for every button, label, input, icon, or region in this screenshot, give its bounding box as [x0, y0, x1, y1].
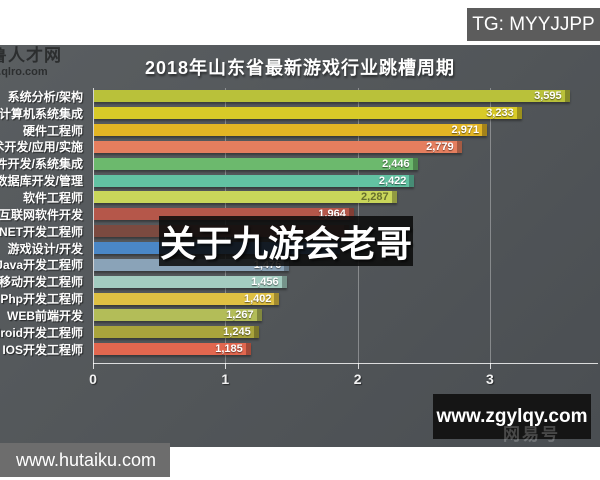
category-label: IOS开发工程师: [2, 342, 83, 357]
bar: 2,971: [94, 124, 488, 137]
category-label: 游戏设计/开发: [7, 241, 83, 256]
chart-title: 2018年山东省最新游戏行业跳槽周期: [144, 58, 456, 78]
bar-value-label: 3,595: [534, 90, 562, 103]
category-label: 系统分析/架构: [7, 89, 83, 104]
bar-value-label: 1,245: [223, 326, 251, 339]
category-label: Php开发工程师: [0, 292, 83, 307]
bar: 1,185: [94, 343, 251, 356]
category-label: .NET开发工程师: [0, 224, 83, 239]
category-label: 计算机系统集成: [0, 106, 83, 121]
category-label: 术开发/应用/实施: [0, 140, 83, 155]
bar-row: 计算机系统集成 3,233: [0, 105, 600, 122]
bar-row: Android开发工程师 1,245: [0, 324, 600, 341]
category-label: 件开发/系统集成: [0, 157, 83, 172]
bar-row: 术开发/应用/实施 2,779: [0, 139, 600, 156]
bar: 2,287: [94, 191, 397, 204]
bar-value-label: 1,456: [251, 275, 279, 288]
plot-rows: 系统分析/架构 3,595 计算机系统集成 3,233 硬件工程师 2,971 术开发/应用…: [0, 88, 600, 358]
bar-track: 1,456: [88, 273, 600, 290]
bar: 1,402: [94, 292, 280, 305]
x-tick-mark: [225, 363, 227, 369]
bar-track: 3,233: [88, 105, 600, 122]
logo-text: 鲁人才网: [0, 46, 62, 65]
category-label: 数据库开发/管理: [0, 174, 83, 189]
bar: 3,233: [94, 107, 522, 120]
bottom-url-badge: www.hutaiku.com: [0, 443, 170, 477]
bar-track: 1,267: [88, 307, 600, 324]
bar-track: 3,595: [88, 88, 600, 105]
bar-row: 硬件工程师 2,971: [0, 122, 600, 139]
bar-row: IOS开发工程师 1,185: [0, 341, 600, 358]
bar: 1,456: [94, 275, 287, 288]
bar-row: 数据库开发/管理 2,422: [0, 172, 600, 189]
bar-value-label: 2,287: [361, 191, 389, 204]
category-label: 移动开发工程师: [0, 275, 83, 290]
bar-value-label: 1,185: [215, 343, 243, 356]
bar-track: 1,245: [88, 324, 600, 341]
category-label: Android开发工程师: [0, 325, 83, 340]
corner-watermark: 网易号: [503, 425, 560, 444]
category-label: 硬件工程师: [22, 123, 83, 138]
bar-row: 件开发/系统集成 2,446: [0, 155, 600, 172]
bar-track: 2,287: [88, 189, 600, 206]
bar-value-label: 3,233: [486, 107, 514, 120]
logo-url: w.qlro.com: [0, 65, 48, 78]
category-label: 互联网软件开发: [0, 207, 83, 222]
category-label: WEB前端开发: [7, 308, 83, 323]
bar: 3,595: [94, 90, 570, 103]
bar-track: 2,446: [88, 155, 600, 172]
bar-row: 移动开发工程师 1,456: [0, 273, 600, 290]
x-tick-mark: [357, 363, 359, 369]
category-label: Java开发工程师: [0, 258, 83, 273]
bar-value-label: 2,779: [426, 140, 454, 153]
bar: 2,446: [94, 157, 418, 170]
x-axis-line: [93, 363, 598, 364]
bar-value-label: 2,446: [382, 157, 410, 170]
bar-track: 2,779: [88, 139, 600, 156]
x-tick-label: 2: [353, 371, 362, 387]
bar: 2,779: [94, 140, 462, 153]
bar-value-label: 1,402: [243, 292, 272, 305]
bar-chart: 鲁人才网 w.qlro.com 2018年山东省最新游戏行业跳槽周期 系统分析/…: [0, 45, 600, 447]
bar-value-label: 1,267: [226, 309, 254, 322]
category-label: 软件工程师: [22, 190, 83, 205]
gridline: [489, 88, 491, 364]
job-site-logo: 鲁人才网 w.qlro.com: [0, 46, 62, 78]
bar-row: Php开发工程师 1,402: [0, 290, 600, 307]
bar-track: 2,422: [88, 172, 600, 189]
bar: 1,267: [94, 309, 262, 322]
bar-track: 1,402: [88, 290, 600, 307]
x-tick-label: 0: [89, 371, 97, 387]
bar: 2,422: [94, 174, 415, 187]
x-tick-label: 3: [485, 371, 494, 387]
bar-row: 系统分析/架构 3,595: [0, 88, 600, 105]
bar: 1,245: [94, 326, 259, 339]
bar-row: WEB前端开发 1,267: [0, 307, 600, 324]
x-tick-label: 1: [221, 371, 230, 387]
bar-track: 2,971: [88, 122, 600, 139]
x-tick-mark: [489, 363, 491, 369]
bar-track: 1,185: [88, 341, 600, 358]
center-overlay-text: 关于九游会老哥: [159, 216, 413, 266]
bar-value-label: 2,422: [378, 174, 407, 187]
site-url-badge: www.zgylqy.com: [433, 394, 591, 439]
bar-value-label: 2,971: [451, 124, 480, 137]
y-axis-line: [93, 88, 94, 364]
tg-contact-badge: TG: MYYJJPP: [467, 8, 600, 41]
bar-row: 软件工程师 2,287: [0, 189, 600, 206]
x-tick-mark: [93, 363, 94, 369]
